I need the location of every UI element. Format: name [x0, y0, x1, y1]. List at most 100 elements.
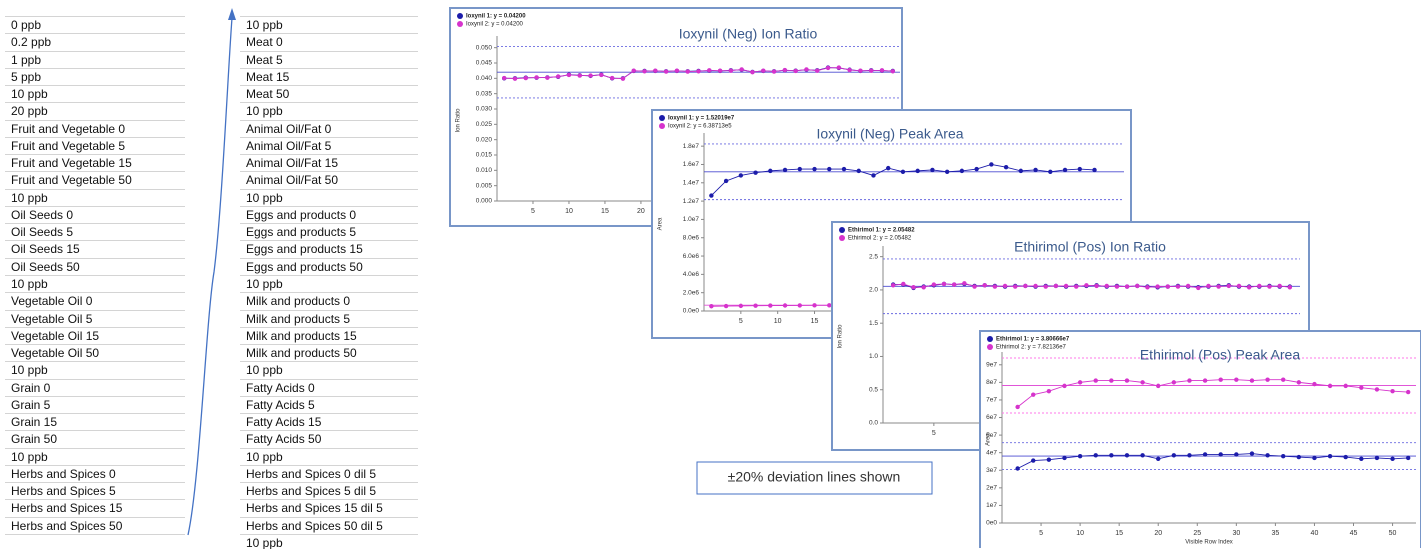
chart-title: Ethirimol (Pos) Ion Ratio [1014, 239, 1166, 255]
table-row: Herbs and Spices 50 [5, 518, 185, 535]
table-row: Animal Oil/Fat 0 [240, 121, 418, 138]
data-point [1257, 283, 1262, 289]
table-row: Oil Seeds 50 [5, 259, 185, 276]
data-point [1312, 381, 1317, 387]
data-point [1002, 283, 1008, 289]
y-axis-label: Ion Ratio [838, 324, 844, 349]
data-point [890, 283, 896, 288]
data-point [1281, 454, 1286, 459]
y-tick-label: 0.035 [476, 90, 493, 97]
data-point [1175, 284, 1181, 289]
x-axis-label: Visible Row Index [1185, 540, 1233, 546]
table-row: Meat 0 [240, 34, 418, 52]
data-point [911, 285, 916, 290]
y-axis-label: Area [986, 433, 992, 446]
data-point [1015, 404, 1020, 410]
table-row: 10 ppb [5, 449, 185, 466]
y-tick-label: 7e7 [986, 397, 997, 404]
table-row: 10 ppb [240, 362, 418, 380]
data-point [1218, 377, 1223, 382]
data-point [1092, 167, 1097, 173]
table-row: Herbs and Spices 5 [5, 483, 185, 501]
data-point [642, 69, 647, 74]
x-tick-label: 5 [531, 208, 535, 215]
data-point [782, 67, 788, 73]
data-point [1277, 283, 1282, 289]
data-point [738, 303, 744, 309]
data-point [1359, 456, 1364, 462]
data-point [941, 281, 947, 287]
y-tick-label: 1.5 [869, 320, 878, 327]
data-point [523, 75, 528, 81]
data-point [812, 303, 817, 308]
data-point [1343, 454, 1348, 460]
data-point [1236, 283, 1242, 289]
data-point [1053, 283, 1059, 289]
y-tick-label: 0.010 [476, 167, 493, 174]
data-point [1145, 285, 1150, 290]
data-point [989, 162, 994, 167]
y-tick-label: 2.0 [869, 287, 878, 294]
x-tick-label: 20 [637, 208, 645, 215]
y-tick-label: 0.0e0 [683, 308, 700, 315]
data-point [1033, 167, 1038, 173]
legend-marker [839, 227, 845, 233]
table-row: Vegetable Oil 5 [5, 311, 185, 328]
table-row: Milk and products 50 [240, 345, 418, 363]
y-tick-label: 0.040 [476, 75, 493, 82]
data-point [1171, 453, 1177, 458]
data-point [709, 304, 714, 309]
data-point [931, 282, 937, 287]
y-tick-label: 8e7 [986, 379, 997, 386]
y-tick-label: 0.020 [476, 136, 493, 143]
table-row: Animal Oil/Fat 50 [240, 172, 418, 190]
x-tick-label: 15 [811, 318, 819, 325]
data-point [793, 68, 798, 74]
data-point [900, 169, 906, 174]
data-point [1077, 454, 1083, 459]
table-row: Grain 50 [5, 431, 185, 449]
chart-title: Ioxynil (Neg) Ion Ratio [679, 26, 818, 42]
x-tick-label: 25 [1193, 530, 1201, 537]
table-row: Oil Seeds 15 [5, 241, 185, 259]
series-line [1017, 453, 1409, 469]
data-point [761, 68, 766, 73]
legend-label: Ioxynil 1: y = 0.04200 [466, 14, 526, 20]
data-point [1003, 165, 1009, 170]
data-point [1156, 456, 1161, 462]
data-point [797, 303, 802, 308]
data-point [1109, 378, 1114, 383]
data-point [1327, 383, 1333, 389]
y-tick-label: 1.6e7 [683, 161, 700, 168]
data-point [1202, 378, 1208, 383]
data-point [1124, 453, 1130, 458]
data-point [545, 75, 550, 80]
data-point [1093, 453, 1098, 458]
y-tick-label: 2e7 [986, 485, 997, 492]
data-point [577, 73, 582, 78]
table-row: Meat 15 [240, 69, 418, 87]
y-tick-label: 0.045 [476, 60, 493, 67]
table-row: Oil Seeds 5 [5, 224, 185, 242]
table-row: Fatty Acids 15 [240, 414, 418, 432]
data-point [1093, 378, 1098, 383]
data-point [685, 69, 690, 74]
data-point [825, 65, 831, 71]
data-point [1048, 169, 1053, 174]
data-point [1185, 283, 1191, 289]
x-tick-label: 20 [1154, 530, 1162, 537]
data-point [771, 69, 777, 74]
x-tick-label: 35 [1271, 530, 1279, 537]
table-row: 10 ppb [240, 17, 418, 35]
table-row: 10 ppb [240, 449, 418, 466]
data-point [1135, 283, 1140, 289]
data-point [1171, 380, 1177, 385]
data-point [921, 285, 926, 290]
y-tick-label: 1e7 [986, 502, 997, 509]
data-point [620, 76, 626, 81]
table-row: 0.2 ppb [5, 34, 185, 52]
data-point [1074, 284, 1079, 289]
table-row: Fatty Acids 50 [240, 431, 418, 449]
table-row: Milk and products 15 [240, 328, 418, 346]
y-axis-label: Area [658, 217, 664, 230]
